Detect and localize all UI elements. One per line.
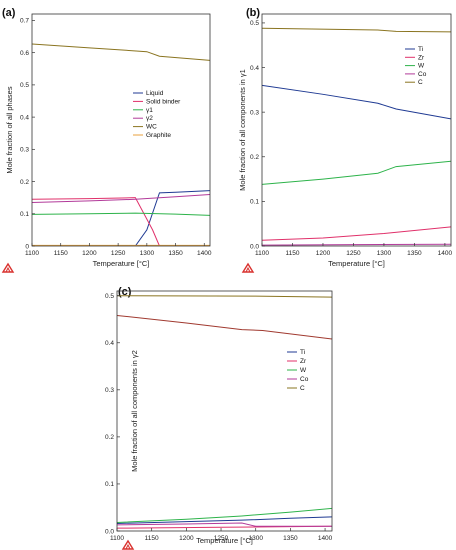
y-axis-label: Mole fraction of all components in γ2 bbox=[130, 350, 139, 472]
legend-entry: Ti bbox=[300, 349, 305, 356]
series-line-2 bbox=[32, 193, 210, 203]
y-tick-label: 0.3 bbox=[20, 147, 29, 154]
software-logo-inner-icon bbox=[5, 266, 11, 273]
y-tick-label: 0.2 bbox=[20, 179, 29, 186]
y-tick-label: 0.5 bbox=[250, 20, 259, 27]
chart-panel-a: (a) 1100 1150 1200 1250 1300 1350 1400 0 0.1 0.2 0.… bbox=[1, 7, 212, 273]
y-tick-label: 0.0 bbox=[250, 243, 259, 250]
x-tick-label: 1200 bbox=[82, 250, 97, 257]
legend-entry: γ2 bbox=[146, 115, 153, 122]
x-tick-label: 1150 bbox=[145, 535, 159, 542]
y-tick-label: 0.5 bbox=[20, 82, 29, 89]
y-tick-label: 0.3 bbox=[250, 109, 259, 116]
y-tick-label: 0.1 bbox=[250, 199, 259, 206]
series-line-w bbox=[117, 507, 332, 524]
series-line-ti bbox=[262, 84, 451, 120]
y-tick-label: 0 bbox=[25, 243, 29, 250]
legend-entry: Co bbox=[300, 376, 309, 383]
x-tick-label: 1150 bbox=[54, 250, 68, 257]
x-tick-label: 1400 bbox=[197, 250, 212, 257]
chart-panel-c: (c) 1100 1150 1200 1250 1300 1350 1400 0.0 0.1 0.2… bbox=[105, 286, 333, 550]
software-logo-icon bbox=[241, 262, 255, 273]
x-tick-label: 1400 bbox=[318, 535, 333, 542]
legend-entry: W bbox=[418, 63, 425, 70]
legend-entry: Zr bbox=[300, 358, 307, 365]
y-axis-label: Mole fraction of all components in γ1 bbox=[238, 69, 247, 191]
series-line-c bbox=[262, 27, 451, 33]
legend-entry: γ1 bbox=[146, 107, 153, 114]
panel-label: (c) bbox=[118, 286, 132, 298]
series-line-wc bbox=[32, 43, 210, 61]
series-line-co bbox=[117, 522, 332, 527]
legend-entry: Solid binder bbox=[146, 98, 181, 105]
legend-entry: Liquid bbox=[146, 90, 164, 97]
x-axis-label: Temperature [°C] bbox=[328, 259, 385, 268]
legend-entry: WC bbox=[146, 124, 157, 131]
legend-entry: C bbox=[418, 79, 423, 86]
legend-entry: Zr bbox=[418, 54, 425, 61]
x-tick-label: 1250 bbox=[346, 250, 361, 257]
chart-panel-b: (b) 1100 1150 1200 1250 1300 1350 1400 0.0 0.1 0.2… bbox=[238, 7, 453, 273]
plot-frame bbox=[116, 290, 333, 532]
plot-frame bbox=[31, 13, 211, 247]
x-tick-label: 1100 bbox=[25, 250, 39, 257]
x-tick-label: 1200 bbox=[316, 250, 331, 257]
y-tick-label: 0.3 bbox=[105, 387, 114, 394]
x-tick-label: 1300 bbox=[140, 250, 155, 257]
series-line-ti bbox=[117, 516, 332, 524]
legend-entry: Co bbox=[418, 71, 427, 78]
x-axis-label: Temperature [°C] bbox=[196, 536, 253, 545]
y-axis-label: Mole fraction of all phases bbox=[5, 86, 14, 173]
x-tick-label: 1200 bbox=[179, 535, 194, 542]
plot-frame bbox=[261, 13, 452, 247]
x-tick-label: 1150 bbox=[285, 250, 299, 257]
y-tick-label: 0.4 bbox=[20, 114, 29, 121]
x-tick-label: 1350 bbox=[407, 250, 422, 257]
y-tick-label: 0.4 bbox=[105, 340, 114, 347]
series-line-zr bbox=[262, 226, 451, 241]
software-logo-icon bbox=[1, 262, 15, 273]
x-tick-label: 1400 bbox=[438, 250, 453, 257]
series-line-1 bbox=[32, 212, 210, 216]
y-tick-label: 0.5 bbox=[105, 293, 114, 300]
y-tick-label: 0.7 bbox=[20, 18, 29, 25]
software-logo-inner-icon bbox=[245, 266, 251, 273]
x-tick-label: 1300 bbox=[248, 535, 263, 542]
legend-entry: Graphite bbox=[146, 132, 171, 139]
y-tick-label: 0.2 bbox=[250, 154, 259, 161]
y-tick-label: 0.2 bbox=[105, 434, 114, 441]
y-tick-label: 0.4 bbox=[250, 65, 259, 72]
legend-entry: C bbox=[300, 385, 305, 392]
series-line-solidbinder bbox=[32, 197, 160, 246]
y-tick-label: 0.6 bbox=[20, 50, 29, 57]
x-tick-label: 1300 bbox=[377, 250, 392, 257]
x-tick-label: 1350 bbox=[168, 250, 183, 257]
panel-label: (b) bbox=[246, 7, 260, 19]
series-line-w bbox=[262, 160, 451, 185]
x-tick-label: 1100 bbox=[255, 250, 269, 257]
x-tick-label: 1100 bbox=[110, 535, 124, 542]
x-tick-label: 1250 bbox=[214, 535, 229, 542]
y-tick-label: 0.0 bbox=[105, 528, 114, 535]
legend-entry: Ti bbox=[418, 46, 423, 53]
software-logo-inner-icon bbox=[125, 543, 131, 550]
y-tick-label: 0.1 bbox=[20, 211, 29, 218]
series-line-unlabeled-5 bbox=[117, 314, 332, 340]
x-axis-label: Temperature [°C] bbox=[93, 259, 150, 268]
series-line-co bbox=[262, 243, 451, 246]
y-tick-label: 0.1 bbox=[105, 481, 114, 488]
x-tick-label: 1350 bbox=[283, 535, 298, 542]
panel-label: (a) bbox=[2, 7, 16, 19]
series-line-c bbox=[117, 295, 332, 298]
x-tick-label: 1250 bbox=[111, 250, 126, 257]
series-line-liquid bbox=[134, 190, 210, 246]
legend-entry: W bbox=[300, 367, 307, 374]
software-logo-icon bbox=[121, 539, 135, 550]
